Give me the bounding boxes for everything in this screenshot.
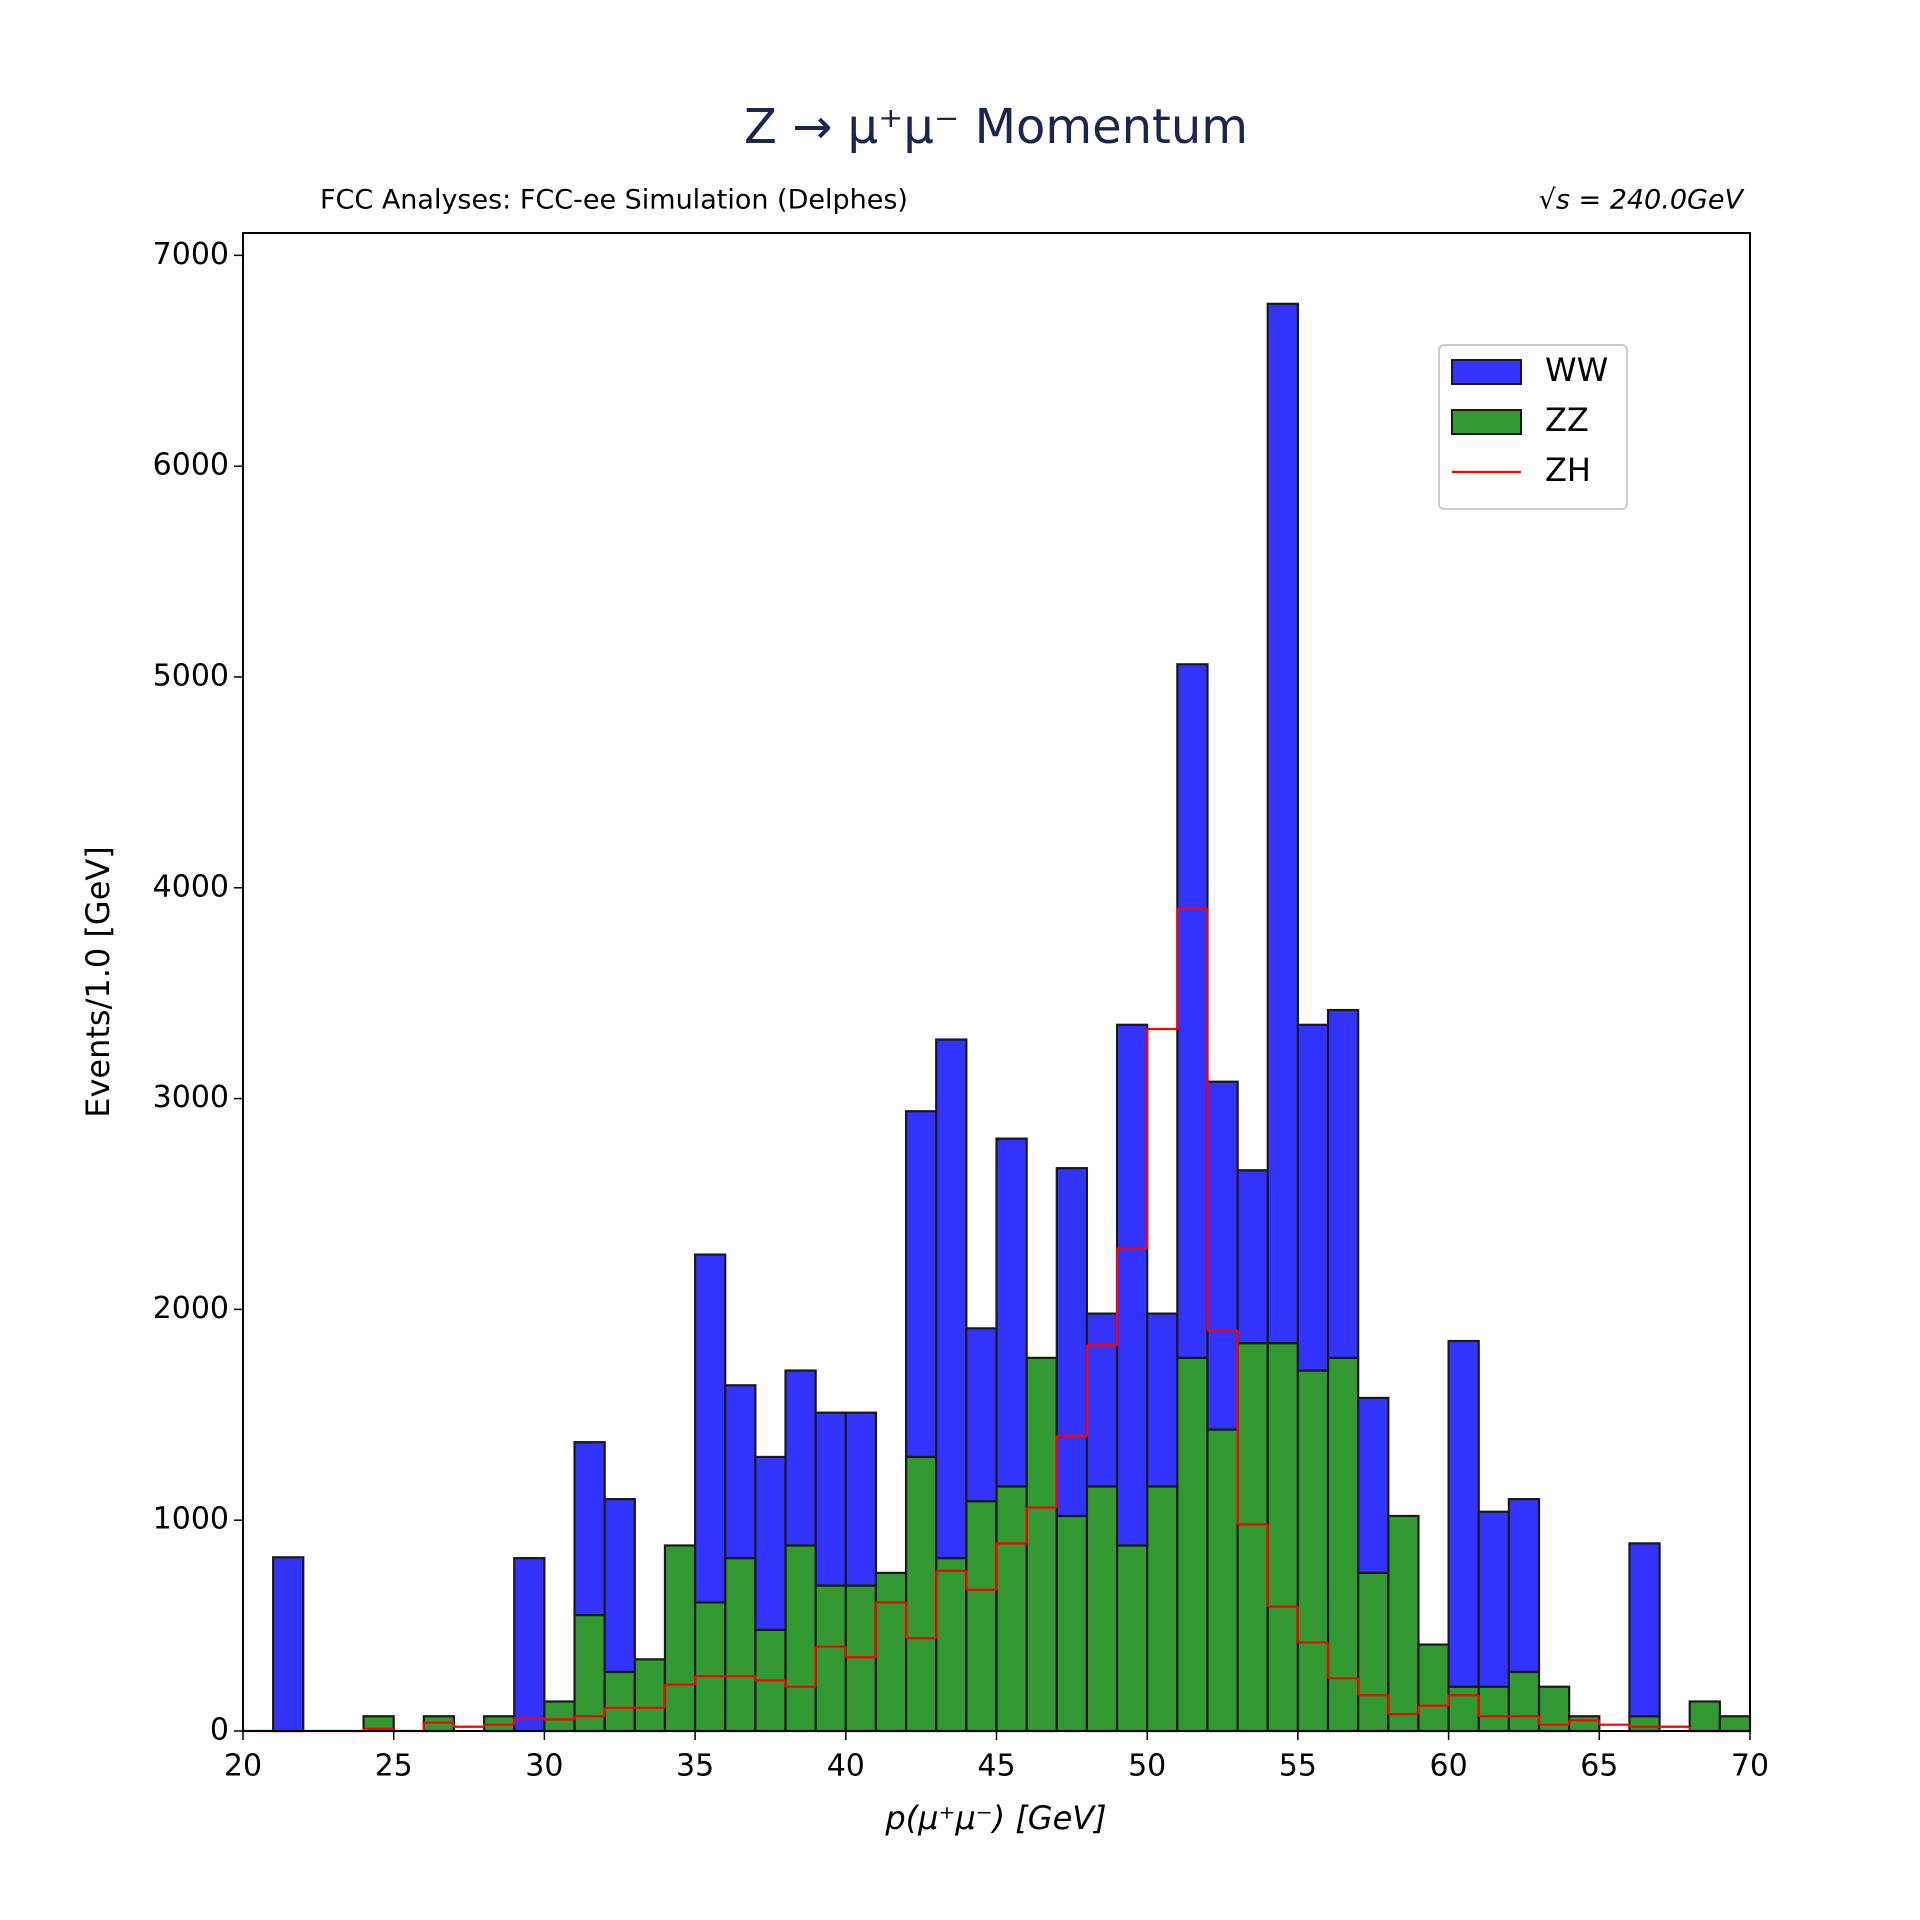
hist-bar xyxy=(573,1613,606,1733)
x-tick-label: 20 xyxy=(224,1749,262,1784)
subtitle: FCC Analyses: FCC-ee Simulation (Delphes… xyxy=(320,185,908,216)
plot-frame xyxy=(242,232,1751,1732)
hist-bar xyxy=(1236,1342,1269,1733)
hist-bar xyxy=(1055,1167,1089,1518)
x-tick-label: 55 xyxy=(1279,1749,1317,1784)
hist-bar xyxy=(724,1384,757,1560)
hist-bar xyxy=(1176,663,1209,1359)
legend-swatch xyxy=(1451,359,1522,385)
hist-bar xyxy=(1507,1670,1541,1733)
hist-bar xyxy=(1206,1428,1239,1733)
y-tick-label: 1000 xyxy=(153,1502,229,1537)
x-tick-label: 35 xyxy=(676,1749,714,1784)
y-tick-label: 3000 xyxy=(153,1080,229,1115)
hist-bar xyxy=(1628,1542,1661,1718)
hist-bar xyxy=(904,1455,938,1733)
legend-label: ZZ xyxy=(1545,401,1589,439)
hist-bar xyxy=(603,1498,636,1674)
hist-bar xyxy=(272,1556,305,1733)
hist-bar xyxy=(693,1253,727,1604)
y-tick-label: 0 xyxy=(210,1713,229,1748)
hist-bar xyxy=(1326,1356,1360,1733)
hist-bar xyxy=(1507,1498,1541,1674)
hist-bar xyxy=(1146,1485,1179,1733)
hist-bar xyxy=(935,1557,968,1733)
hist-bar xyxy=(995,1485,1028,1733)
hist-bar xyxy=(1568,1715,1601,1733)
legend: WW ZZ ZH xyxy=(1438,344,1628,510)
hist-bar xyxy=(995,1137,1028,1488)
hist-bar xyxy=(965,1500,998,1733)
hist-bar xyxy=(1477,1510,1510,1688)
y-tick-label: 7000 xyxy=(153,237,229,272)
hist-bar xyxy=(1387,1514,1420,1733)
hist-bar xyxy=(1025,1356,1058,1733)
hist-bar xyxy=(1447,1685,1480,1733)
hist-bar xyxy=(1447,1339,1480,1688)
hist-bar xyxy=(1357,1396,1390,1574)
y-tick-label: 2000 xyxy=(153,1291,229,1326)
hist-bar xyxy=(513,1557,546,1733)
legend-label: ZH xyxy=(1545,451,1591,489)
x-tick-label: 65 xyxy=(1580,1749,1618,1784)
hist-bar xyxy=(1296,1369,1330,1733)
x-tick-label: 30 xyxy=(525,1749,563,1784)
x-tick-label: 50 xyxy=(1128,1749,1166,1784)
hist-bar xyxy=(874,1571,908,1733)
hist-bar xyxy=(1236,1169,1269,1345)
hist-bar xyxy=(724,1557,757,1733)
hist-bar xyxy=(1718,1715,1752,1733)
hist-bar xyxy=(1146,1312,1179,1488)
hist-bar xyxy=(844,1411,878,1587)
hist-bar xyxy=(693,1601,727,1733)
hist-bar xyxy=(1115,1023,1149,1547)
hist-bar xyxy=(543,1700,576,1733)
y-tick-label: 4000 xyxy=(153,869,229,904)
hist-bar xyxy=(814,1584,847,1733)
hist-bar xyxy=(1628,1715,1661,1733)
hist-bar xyxy=(1266,302,1300,1345)
hist-bar xyxy=(603,1670,636,1733)
hist-bar xyxy=(633,1658,667,1733)
hist-bar xyxy=(1055,1514,1089,1733)
x-tick-label: 60 xyxy=(1430,1749,1468,1784)
hist-bar xyxy=(754,1455,787,1631)
hist-bar xyxy=(573,1441,606,1617)
x-tick-label: 40 xyxy=(827,1749,865,1784)
hist-bar xyxy=(1176,1356,1209,1733)
hist-bar xyxy=(784,1544,817,1733)
legend-label: WW xyxy=(1545,351,1608,389)
hist-bar xyxy=(1266,1342,1300,1733)
hist-bar xyxy=(784,1369,817,1547)
hist-bar xyxy=(1688,1700,1721,1733)
x-tick-label: 25 xyxy=(375,1749,413,1784)
x-tick-label: 70 xyxy=(1731,1749,1769,1784)
hist-bar xyxy=(814,1411,847,1587)
hist-bar xyxy=(1206,1080,1239,1431)
legend-box xyxy=(1438,344,1628,510)
hist-bar xyxy=(965,1327,998,1503)
hist-bar xyxy=(1115,1544,1149,1733)
annotation: √s = 240.0GeV xyxy=(1539,185,1746,216)
hist-bar xyxy=(1477,1685,1510,1733)
hist-bar xyxy=(1085,1312,1119,1488)
y-tick-label: 5000 xyxy=(153,658,229,693)
chart-title: Z → μ⁺μ⁻ Momentum xyxy=(744,99,1248,155)
hist-bar xyxy=(1326,1008,1360,1359)
hist-bar xyxy=(935,1038,968,1560)
hist-bar xyxy=(1085,1485,1119,1733)
legend-swatch xyxy=(1451,409,1522,435)
x-tick-label: 45 xyxy=(977,1749,1015,1784)
hist-bar xyxy=(1417,1643,1450,1733)
hist-bar xyxy=(1296,1023,1330,1372)
hist-bar xyxy=(1357,1571,1390,1733)
hist-bar xyxy=(904,1110,938,1459)
x-axis-label: p(μ⁺μ⁻) [GeV] xyxy=(884,1799,1106,1837)
y-tick-label: 6000 xyxy=(153,448,229,483)
y-axis-label: Events/1.0 [GeV] xyxy=(79,846,117,1118)
hist-bar xyxy=(663,1544,697,1733)
